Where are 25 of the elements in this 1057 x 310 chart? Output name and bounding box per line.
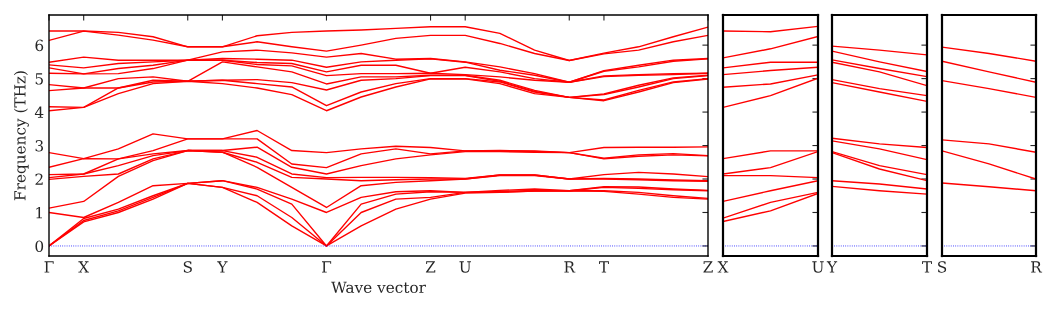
y-tick-label: 4: [34, 106, 44, 118]
x-tick-label: S: [938, 261, 947, 273]
x-tick-label: R: [1031, 261, 1043, 273]
y-tick-label: 2: [35, 173, 43, 185]
x-tick-label: Z: [703, 261, 713, 273]
x-tick-label: R: [564, 261, 576, 273]
x-axis-title: Wave vector: [331, 281, 426, 294]
x-tick-label: Y: [826, 261, 838, 273]
y-tick-label: 5: [35, 73, 43, 85]
x-tick-label: T: [599, 261, 609, 273]
y-tick-label: 6: [35, 39, 44, 52]
x-tick-label: X: [78, 261, 90, 273]
x-tick-label: S: [183, 261, 192, 273]
x-tick-label: T: [922, 261, 932, 273]
y-tick-label: 3: [35, 140, 44, 152]
y-tick-label: 1: [36, 206, 42, 219]
y-axis-title: Frequency (THz): [13, 71, 29, 201]
x-tick-label: U: [459, 261, 471, 273]
x-tick-label: Γ: [322, 261, 332, 273]
x-tick-label: U: [812, 261, 824, 273]
y-tick-label: 0: [35, 240, 44, 252]
x-tick-label: Z: [425, 261, 436, 273]
x-tick-label: X: [717, 261, 729, 273]
x-tick-label: Γ: [44, 261, 54, 273]
x-tick-label: Y: [217, 261, 228, 273]
